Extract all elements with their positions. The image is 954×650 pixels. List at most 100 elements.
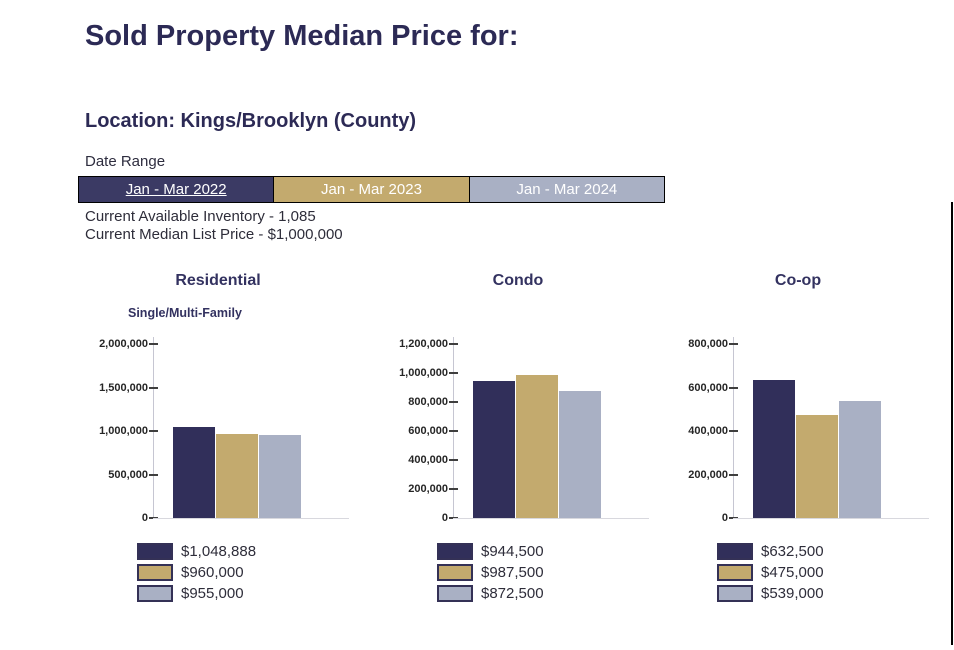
legend-swatch-2024: [437, 584, 473, 602]
y-tick-mark: [449, 343, 458, 345]
legend-row: $944,500: [378, 542, 544, 560]
chart-subtitle: Single/Multi-Family: [128, 306, 242, 320]
legend-swatch-2023: [717, 563, 753, 581]
legend-value: $1,048,888: [181, 542, 257, 560]
legend-value: $632,500: [761, 542, 824, 560]
legend-row: $632,500: [658, 542, 824, 560]
y-tick-label: 200,000: [688, 468, 728, 481]
legend-value: $960,000: [181, 563, 244, 581]
y-tick-mark: [449, 372, 458, 374]
legend-row: $872,500: [378, 584, 544, 602]
chart-residential: Residential Single/Multi-Family 2,000,00…: [78, 270, 368, 615]
y-tick-label: 1,000,000: [399, 367, 448, 379]
legend-swatch-2024: [137, 584, 173, 602]
y-tick-label: 1,200,000: [399, 338, 448, 350]
y-tick-label: 200,000: [408, 483, 448, 495]
y-tick-label: 2,000,000: [99, 338, 148, 350]
chart-legend: $944,500 $987,500 $872,500: [378, 542, 544, 606]
y-tick-label: 0: [141, 512, 148, 524]
legend-value: $944,500: [481, 542, 544, 560]
legend-row: $955,000: [78, 584, 256, 602]
legend-swatch-2023: [137, 563, 173, 581]
bar-jan-mar-2024: [559, 391, 601, 518]
tab-jan-mar-2022[interactable]: Jan - Mar 2022: [79, 177, 274, 202]
y-tick-label: 400,000: [408, 454, 448, 466]
y-tick-mark: [149, 343, 158, 345]
location-title: Location: Kings/Brooklyn (County): [85, 110, 417, 132]
chart-condo: Condo 1,200,000 1,000,000 800,000 600,000 40…: [378, 270, 668, 615]
y-tick-mark: [449, 459, 458, 461]
y-tick-mark: [729, 343, 738, 345]
y-tick-mark: [729, 386, 738, 389]
y-tick-label: 800,000: [408, 396, 448, 408]
legend-row: $539,000: [658, 584, 824, 602]
x-axis-line: [733, 518, 929, 519]
y-axis-line: [453, 337, 454, 519]
legend-value: $987,500: [481, 563, 544, 581]
legend-row: $987,500: [378, 563, 544, 581]
bar-plot-co-op: 800,000 600,000 400,000 200,000 0: [658, 270, 948, 530]
chart-title: Condo: [492, 272, 544, 289]
y-tick-label: 500,000: [108, 468, 148, 481]
tab-label: Jan - Mar 2022: [125, 181, 227, 198]
y-axis-line: [733, 337, 734, 519]
y-tick-label: 800,000: [688, 338, 728, 350]
legend-value: $475,000: [761, 563, 824, 581]
bar-jan-mar-2022: [753, 380, 795, 518]
y-tick-mark: [729, 430, 738, 432]
y-tick-mark: [449, 401, 458, 403]
legend-value: $539,000: [761, 584, 824, 602]
y-tick-mark: [149, 430, 158, 432]
available-inventory-line: Current Available Inventory - 1,085: [85, 208, 316, 225]
tab-jan-mar-2024[interactable]: Jan - Mar 2024: [468, 177, 664, 202]
legend-value: $872,500: [481, 584, 544, 602]
legend-row: $1,048,888: [78, 542, 257, 560]
bar-jan-mar-2022: [173, 427, 215, 518]
chart-title: Co-op: [774, 272, 822, 289]
bar-plot-condo: 1,200,000 1,000,000 800,000 600,000 400,000 2…: [378, 270, 668, 530]
legend-value: $955,000: [181, 584, 244, 602]
tab-jan-mar-2023[interactable]: Jan - Mar 2023: [273, 177, 469, 202]
legend-swatch-2022: [137, 542, 173, 560]
bar-jan-mar-2023: [796, 415, 838, 518]
legend-row: $475,000: [658, 563, 824, 581]
tab-label: Jan - Mar 2023: [321, 181, 422, 198]
bar-jan-mar-2023: [216, 434, 258, 518]
bar-jan-mar-2022: [473, 381, 515, 518]
y-tick-label: 600,000: [408, 425, 448, 437]
date-range-tab-strip: Jan - Mar 2022 Jan - Mar 2023 Jan - Mar …: [78, 176, 665, 203]
chart-legend: $632,500 $475,000 $539,000: [658, 542, 824, 606]
y-tick-label: 1,000,000: [99, 425, 148, 437]
y-tick-label: 400,000: [688, 425, 728, 437]
window-edge-line: [951, 202, 953, 645]
bar-jan-mar-2024: [259, 435, 301, 518]
bar-jan-mar-2023: [516, 375, 558, 518]
y-tick-mark: [449, 430, 458, 432]
x-axis-line: [453, 518, 649, 519]
legend-swatch-2024: [717, 584, 753, 602]
date-range-label: Date Range: [85, 153, 166, 170]
y-tick-mark: [729, 473, 738, 476]
y-tick-mark: [149, 386, 158, 389]
y-tick-label: 1,500,000: [99, 381, 148, 394]
legend-row: $960,000: [78, 563, 256, 581]
legend-swatch-2022: [717, 542, 753, 560]
median-list-price-line: Current Median List Price - $1,000,000: [85, 226, 343, 243]
y-tick-mark: [149, 473, 158, 476]
y-tick-label: 0: [441, 512, 448, 524]
y-tick-label: 0: [721, 512, 728, 524]
x-axis-line: [153, 518, 349, 519]
chart-co-op: Co-op 800,000 600,000 400,000 200,000 0 $632…: [658, 270, 948, 615]
bar-jan-mar-2024: [839, 401, 881, 518]
y-axis-line: [153, 337, 154, 519]
y-tick-label: 600,000: [688, 381, 728, 394]
tab-label: Jan - Mar 2024: [516, 181, 618, 198]
chart-title: Residential: [175, 272, 261, 289]
chart-legend: $1,048,888 $960,000 $955,000: [78, 542, 257, 606]
y-tick-mark: [449, 488, 458, 490]
page-title: Sold Property Median Price for:: [85, 20, 519, 52]
bar-plot-residential: 2,000,000 1,500,000 1,000,000 500,000 0: [78, 270, 368, 530]
legend-swatch-2022: [437, 542, 473, 560]
legend-swatch-2023: [437, 563, 473, 581]
